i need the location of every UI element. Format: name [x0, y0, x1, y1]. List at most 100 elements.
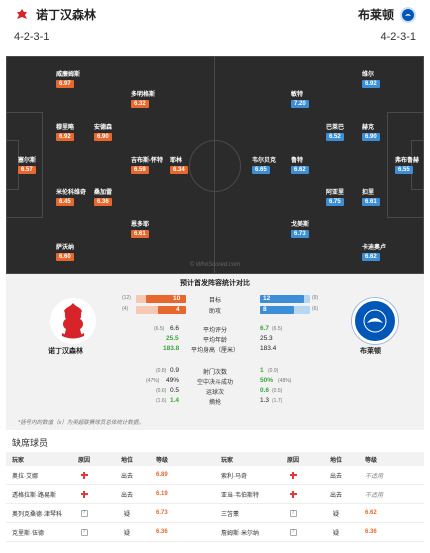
aerial-home-avg: (47%) — [146, 378, 160, 384]
home-team-label: 诺丁汉森林 — [48, 348, 83, 355]
assists-away-avg: (6) — [312, 306, 319, 312]
doubt-icon: ? — [66, 509, 102, 517]
player-name: 恩多耶 — [131, 222, 150, 228]
away-player-4[interactable]: 赫克 6.90 — [362, 122, 380, 141]
aerial-away-avg: (48%) — [278, 378, 292, 384]
col-rating: 等级 — [156, 457, 169, 464]
away-formation: 4-2-3-1 — [380, 31, 416, 43]
away-team-name: 布莱顿 — [357, 8, 394, 22]
absent-player-name[interactable]: 克里斯·伍德 — [12, 530, 44, 537]
home-player-6[interactable]: 吉布斯-怀特 6.59 — [131, 155, 163, 174]
table-row: 奥拉·艾娜 出去 6.89 索利·马奇 出去 不适用 — [6, 466, 424, 485]
player-name: 阿亚里 — [326, 190, 345, 196]
away-player-5[interactable]: 韦尔贝克 6.65 — [252, 155, 276, 174]
absent-status: 出去 — [329, 473, 342, 480]
absent-rating: 6.36 — [365, 529, 377, 535]
home-player-8[interactable]: 米伦科维奇 6.45 — [56, 187, 86, 206]
home-player-11[interactable]: 萨沃纳 6.60 — [56, 242, 74, 261]
away-team-label: 布莱顿 — [360, 348, 381, 355]
away-player-2[interactable]: 敏特 7.20 — [291, 89, 309, 108]
home-player-2[interactable]: 多明格斯 6.32 — [131, 89, 155, 108]
avg-age-home: 25.5 — [166, 335, 179, 342]
player-rating: 6.65 — [252, 166, 270, 174]
home-player-9[interactable]: 桑加雷 6.36 — [94, 187, 112, 206]
player-name: 戈美斯 — [291, 222, 310, 228]
absent-player-name[interactable]: 三笘薰 — [221, 511, 240, 518]
absent-rating: 6.62 — [365, 510, 377, 516]
home-player-10[interactable]: 恩多耶 6.61 — [131, 219, 149, 238]
away-player-9[interactable]: 扣里 6.61 — [362, 187, 380, 206]
nottingham-crest-icon — [14, 6, 30, 23]
away-player-8[interactable]: 阿亚里 6.75 — [326, 187, 344, 206]
dribbles-home: 0.5 — [170, 387, 180, 394]
col-player: 玩家 — [12, 457, 25, 464]
player-rating: 6.45 — [56, 198, 74, 206]
goals-label: 目标 — [208, 298, 221, 304]
shots-away: 1 — [260, 367, 264, 374]
col-reason: 原因 — [77, 457, 90, 464]
col-position: 地位 — [120, 457, 133, 464]
absent-player-name[interactable]: 索利·马奇 — [221, 473, 247, 480]
home-player-5[interactable]: 塞尔斯 6.57 — [18, 155, 36, 174]
goals-home-bar — [146, 295, 186, 303]
home-player-3[interactable]: 穆里略 6.92 — [56, 122, 74, 141]
player-name: 扣里 — [362, 190, 375, 196]
away-team-header[interactable]: 布莱顿 — [358, 6, 416, 23]
absent-player-name[interactable]: 奥拉·艾娜 — [12, 473, 38, 480]
player-rating: 6.61 — [131, 230, 149, 238]
dribbles-label: 运球次 — [205, 390, 224, 396]
doubt-icon: ? — [275, 528, 311, 536]
away-player-7[interactable]: 弗布鲁赫 6.55 — [395, 155, 419, 174]
avg-height-home: 183.8 — [163, 345, 180, 352]
assists-home-bar — [158, 306, 186, 314]
absent-players-title: 缺席球员 — [12, 438, 49, 448]
tackles-away: 1.3 — [260, 397, 270, 404]
player-rating: 6.90 — [94, 133, 112, 141]
away-player-11[interactable]: 卡迪奥卢 6.62 — [362, 242, 386, 261]
away-player-1[interactable]: 维尔 6.92 — [362, 69, 380, 88]
injury-icon — [275, 490, 311, 498]
player-name: 塞尔斯 — [18, 158, 37, 164]
absent-player-name[interactable]: 透格拉斯·路易斯 — [12, 492, 56, 499]
player-name: 敏特 — [291, 92, 304, 98]
avg-rating-label: 平均评分 — [202, 328, 227, 334]
avg-rating-away-avg: (6.5) — [272, 326, 283, 332]
aerial-home: 49% — [166, 377, 180, 384]
home-player-7[interactable]: 耶林 6.34 — [170, 155, 188, 174]
injury-icon — [66, 490, 102, 498]
away-player-3[interactable]: 巴莱巴 6.52 — [326, 122, 344, 141]
away-player-6[interactable]: 鲁特 6.62 — [291, 155, 309, 174]
player-rating: 6.73 — [291, 230, 309, 238]
player-rating: 6.62 — [362, 253, 380, 261]
pitch-border — [6, 56, 424, 274]
table-header: 玩家 原因 地位 等级 玩家 原因 地位 等级 — [6, 452, 424, 466]
player-rating: 6.75 — [326, 198, 344, 206]
home-team-header[interactable]: 诺丁汉森林 — [14, 6, 96, 23]
col-reason: 原因 — [286, 457, 299, 464]
avg-rating-away: 6.7 — [260, 325, 270, 332]
avg-height-label: 平均身高（厘米） — [190, 348, 239, 354]
home-player-4[interactable]: 安德森 6.90 — [94, 122, 112, 141]
dribbles-away-avg: (0.5) — [272, 388, 283, 394]
table-row: 奥列克桑德·津琴科 ? 疑 6.73 三笘薰 ? 疑 6.62 — [6, 504, 424, 523]
tackles-home: 1.4 — [170, 397, 180, 404]
absent-player-name[interactable]: 詹姆斯·米尔纳 — [221, 530, 259, 537]
table-row: 透格拉斯·路易斯 出去 6.19 亚当·韦伯斯特 出去 不适用 — [6, 485, 424, 504]
dribbles-home-avg: (0.6) — [156, 388, 167, 394]
absent-status: 疑 — [123, 530, 130, 537]
away-player-10[interactable]: 戈美斯 6.73 — [291, 219, 309, 238]
absent-players-table: 玩家 原因 地位 等级 玩家 原因 地位 等级 奥拉·艾娜 出去 6.89 索利… — [6, 452, 424, 542]
avg-rating-home-avg: (6.5) — [154, 326, 165, 332]
tackles-home-avg: (1.6) — [156, 398, 167, 404]
brighton-crest-icon — [352, 298, 398, 344]
player-rating: 6.36 — [94, 198, 112, 206]
absent-player-name[interactable]: 亚当·韦伯斯特 — [221, 492, 259, 499]
player-rating: 6.55 — [395, 166, 413, 174]
absent-player-name[interactable]: 奥列克桑德·津琴科 — [12, 511, 62, 518]
player-rating: 6.62 — [291, 166, 309, 174]
player-name: 巴莱巴 — [326, 125, 345, 131]
player-rating: 6.97 — [56, 80, 74, 88]
injury-icon — [275, 471, 311, 479]
player-rating: 6.92 — [362, 80, 380, 88]
home-player-1[interactable]: 威廉姆斯 6.97 — [56, 69, 80, 88]
